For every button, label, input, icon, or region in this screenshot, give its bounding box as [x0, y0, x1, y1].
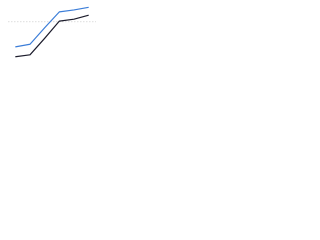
page: (() => { const data = JSON.parse(documen…: [0, 0, 320, 71]
series-line: [15, 14, 89, 58]
series-line: [15, 6, 89, 48]
chart: [8, 6, 96, 58]
